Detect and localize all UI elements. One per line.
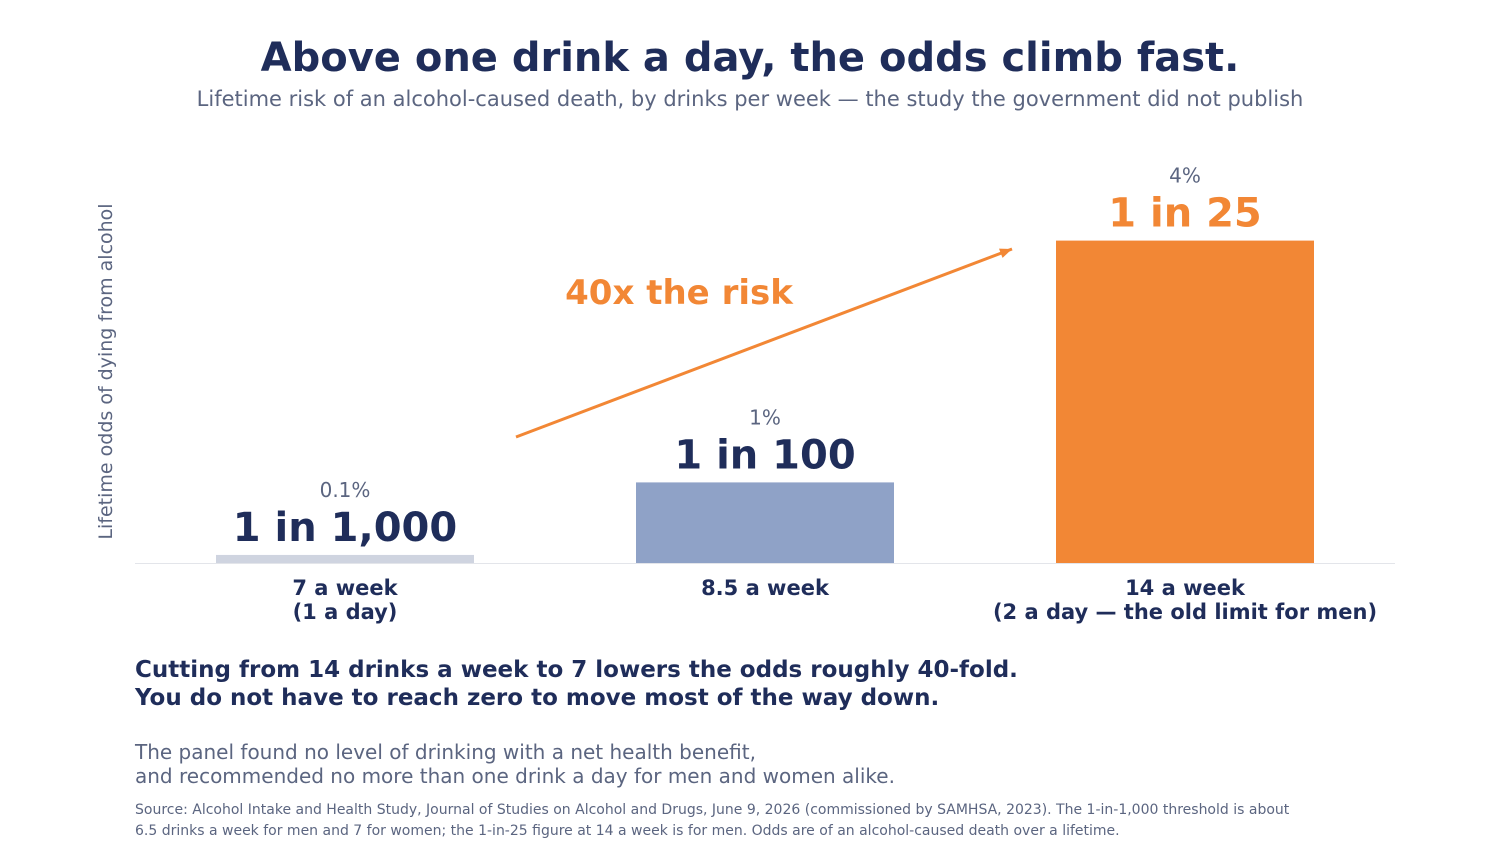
annotation-arrow-head (999, 248, 1012, 258)
takeaway-text: Cutting from 14 drinks a week to 7 lower… (135, 656, 1018, 712)
percent-label-1: 0.1% (320, 478, 371, 502)
bar-2 (636, 482, 894, 563)
odds-label-1: 1 in 1,000 (233, 505, 457, 551)
odds-label-3: 1 in 25 (1108, 191, 1262, 237)
annotation-text: 40x the risk (565, 273, 794, 313)
panel-note: The panel found no level of drinking wit… (135, 740, 895, 788)
source-note: Source: Alcohol Intake and Health Study,… (135, 800, 1289, 842)
bar-1 (216, 554, 474, 563)
note-line-1: The panel found no level of drinking wit… (135, 740, 756, 764)
x-tick-label-1-line-2: (1 a day) (293, 600, 398, 624)
percent-label-3: 4% (1169, 164, 1201, 188)
x-tick-label-3-line-2: (2 a day — the old limit for men) (993, 600, 1377, 624)
chart-subtitle: Lifetime risk of an alcohol-caused death… (196, 87, 1304, 111)
x-tick-label-3-line-1: 14 a week (1125, 576, 1246, 600)
chart-title: Above one drink a day, the odds climb fa… (260, 35, 1240, 81)
y-axis-label: Lifetime odds of dying from alcohol (95, 203, 117, 539)
takeaway-line-1: Cutting from 14 drinks a week to 7 lower… (135, 657, 1018, 683)
bar-3 (1056, 240, 1314, 563)
x-tick-label-1-line-1: 7 a week (292, 576, 398, 600)
annotation-arrow-line (515, 247, 1013, 439)
note-line-2: and recommended no more than one drink a… (135, 764, 895, 788)
x-tick-label-2: 8.5 a week (701, 576, 830, 600)
source-line-1: Source: Alcohol Intake and Health Study,… (135, 802, 1290, 818)
source-line-2: 6.5 drinks a week for men and 7 for wome… (135, 823, 1120, 839)
takeaway-line-2: You do not have to reach zero to move mo… (135, 685, 940, 711)
odds-label-2: 1 in 100 (674, 432, 855, 478)
percent-label-2: 1% (749, 405, 781, 429)
